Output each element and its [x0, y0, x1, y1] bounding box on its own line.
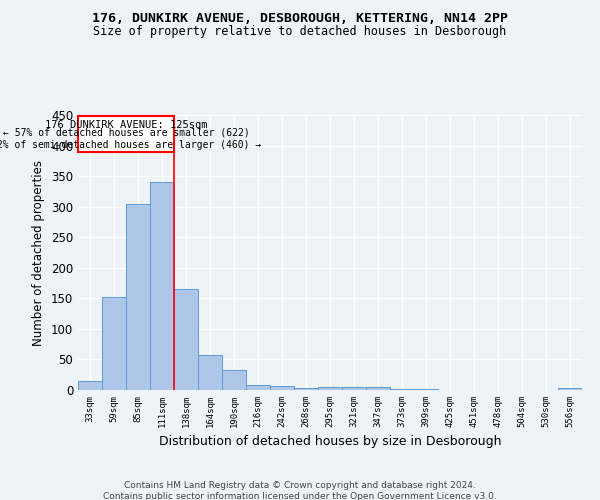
Bar	[174, 289, 198, 390]
Bar	[222, 370, 246, 390]
Bar	[78, 381, 102, 390]
Bar	[198, 355, 222, 390]
Text: 176, DUNKIRK AVENUE, DESBOROUGH, KETTERING, NN14 2PP: 176, DUNKIRK AVENUE, DESBOROUGH, KETTERI…	[92, 12, 508, 26]
Bar	[390, 389, 414, 390]
Bar	[150, 182, 174, 390]
Bar	[126, 204, 150, 390]
Bar	[558, 388, 582, 390]
FancyBboxPatch shape	[78, 116, 174, 152]
X-axis label: Distribution of detached houses by size in Desborough: Distribution of detached houses by size …	[159, 436, 501, 448]
Text: Contains HM Land Registry data © Crown copyright and database right 2024.: Contains HM Land Registry data © Crown c…	[124, 481, 476, 490]
Bar	[366, 387, 390, 390]
Bar	[246, 384, 270, 390]
Text: Contains public sector information licensed under the Open Government Licence v3: Contains public sector information licen…	[103, 492, 497, 500]
Bar	[294, 388, 318, 390]
Text: 176 DUNKIRK AVENUE: 125sqm: 176 DUNKIRK AVENUE: 125sqm	[45, 120, 207, 130]
Y-axis label: Number of detached properties: Number of detached properties	[32, 160, 46, 346]
Bar	[342, 387, 366, 390]
Bar	[102, 296, 126, 390]
Text: ← 57% of detached houses are smaller (622): ← 57% of detached houses are smaller (62…	[2, 127, 250, 137]
Text: 42% of semi-detached houses are larger (460) →: 42% of semi-detached houses are larger (…	[0, 140, 261, 150]
Bar	[318, 387, 342, 390]
Text: Size of property relative to detached houses in Desborough: Size of property relative to detached ho…	[94, 25, 506, 38]
Bar	[270, 386, 294, 390]
